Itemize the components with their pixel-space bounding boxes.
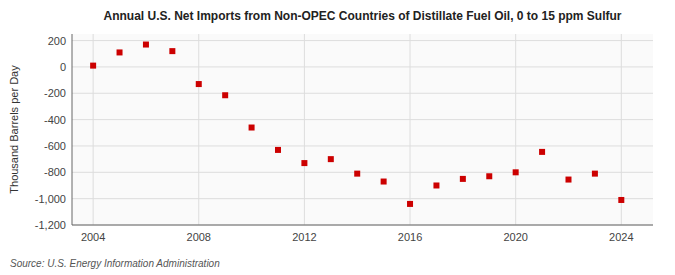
x-grid-line	[410, 34, 411, 225]
x-grid-line	[304, 34, 305, 225]
y-axis-label: Thousand Barrels per Day	[8, 65, 20, 194]
point	[565, 177, 571, 183]
point	[354, 171, 360, 177]
x-tick-label: 2016	[398, 231, 422, 243]
x-grid-line	[621, 34, 622, 225]
point	[381, 179, 387, 185]
x-axis-line	[72, 225, 653, 226]
y-tick-label: -800	[44, 166, 66, 178]
point	[196, 81, 202, 87]
x-tick-label: 2024	[609, 231, 633, 243]
y-tick-label: 0	[60, 61, 66, 73]
tick-labels: 200 0 -200 -400 -600 -800 -1,000 -1,200 2004 2008…	[35, 35, 634, 243]
y-tick-label: -1,000	[35, 193, 66, 205]
chart: 200 0 -200 -400 -600 -800 -1,000 -1,200 2004 2008…	[0, 0, 675, 275]
x-grid-line	[515, 34, 516, 225]
point	[275, 147, 281, 153]
point	[539, 149, 545, 155]
y-grid-line	[72, 93, 653, 94]
x-tick-label: 2008	[187, 231, 211, 243]
x-tick-label: 2020	[503, 231, 527, 243]
y-grid-line	[72, 119, 653, 120]
x-grid-line	[198, 34, 199, 225]
point	[117, 49, 123, 55]
point	[249, 125, 255, 131]
point	[592, 171, 598, 177]
title: Annual U.S. Net Imports from Non-OPEC Co…	[103, 9, 621, 23]
annotation: Source: U.S. Energy Information Administ…	[10, 258, 220, 269]
point	[169, 48, 175, 54]
y-grid-line	[72, 198, 653, 199]
point	[433, 182, 439, 188]
points	[90, 42, 624, 207]
point	[407, 201, 413, 207]
point	[328, 156, 334, 162]
x-tick-label: 2012	[292, 231, 316, 243]
y-tick-label: -200	[44, 87, 66, 99]
y-axis-line	[72, 34, 73, 225]
y-grid-line	[72, 40, 653, 41]
y-grid-line	[72, 145, 653, 146]
y-tick-label: -1,200	[35, 219, 66, 231]
y-tick-label: -400	[44, 114, 66, 126]
point	[222, 92, 228, 98]
plot-area	[72, 34, 653, 225]
y-tick-label: -600	[44, 140, 66, 152]
y-grid-line	[72, 225, 653, 226]
point	[486, 173, 492, 179]
chart-container: 200 0 -200 -400 -600 -800 -1,000 -1,200 2004 2008…	[0, 0, 675, 275]
point	[143, 42, 149, 48]
point	[618, 197, 624, 203]
x-tick-label: 2004	[81, 231, 105, 243]
grid	[72, 34, 653, 225]
point	[90, 63, 96, 69]
y-grid-line	[72, 172, 653, 173]
point	[513, 169, 519, 175]
point	[301, 160, 307, 166]
y-grid-line	[72, 66, 653, 67]
point	[460, 176, 466, 182]
y-tick-label: 200	[48, 35, 66, 47]
